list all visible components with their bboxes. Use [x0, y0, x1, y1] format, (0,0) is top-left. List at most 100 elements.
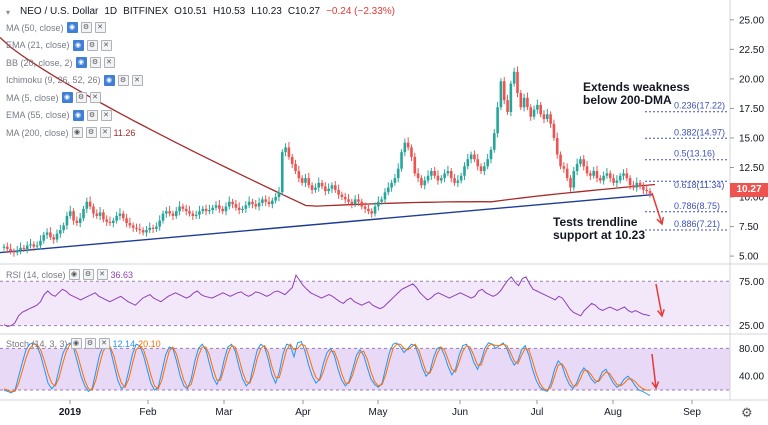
close-icon[interactable]: ✕ [100, 39, 112, 51]
candle-body [82, 208, 85, 219]
close-icon[interactable]: ✕ [100, 109, 112, 121]
settings-icon[interactable]: ⚙ [82, 269, 94, 280]
candle-body [327, 188, 330, 192]
candle-body [569, 178, 572, 188]
candle-body [635, 182, 639, 188]
candle-body [542, 114, 546, 120]
eye-icon[interactable]: ◉ [72, 39, 84, 51]
close-icon[interactable]: ✕ [96, 269, 108, 280]
eye-icon[interactable]: ◉ [103, 74, 115, 86]
candle-body [304, 178, 307, 183]
settings-icon[interactable]: ⚙ [84, 338, 96, 349]
candle-body [307, 178, 311, 186]
candle-body [645, 189, 648, 192]
rsi-tick-label: 75.00 [739, 277, 764, 288]
candle-body [98, 212, 102, 216]
fib-level-label: 0.886(7.21) [674, 219, 720, 229]
collapse-chevron-icon[interactable]: ▾ [6, 7, 11, 17]
settings-icon[interactable]: ⚙ [80, 22, 92, 33]
candle-body [466, 159, 470, 167]
candle-body [579, 159, 582, 164]
symbol-title[interactable]: NEO / U.S. Dollar [20, 6, 99, 17]
trendline[interactable] [0, 193, 653, 254]
symbol-header: ▾ NEO / U.S. Dollar 1D BITFINEX O10.51 H… [6, 6, 395, 17]
x-tick-label: 2019 [59, 407, 82, 418]
candle-body [406, 142, 410, 148]
x-tick-label: Sep [683, 407, 701, 418]
indicator-label: EMA (55, close) [6, 110, 70, 120]
candle-body [68, 211, 72, 216]
eye-icon[interactable]: ◉ [66, 22, 78, 33]
candle-body [241, 208, 244, 211]
close-icon[interactable]: ✕ [131, 74, 143, 86]
indicator-row[interactable]: Ichimoku (9, 26, 52, 26) ◉ ⚙ ✕ [6, 74, 143, 86]
candle-body [165, 211, 168, 214]
candle-body [314, 187, 317, 190]
trendline-line[interactable] [0, 193, 653, 254]
indicator-row[interactable]: EMA (21, close) ◉ ⚙ ✕ [6, 39, 112, 51]
eye-icon[interactable]: ◉ [70, 338, 82, 349]
candle-body [161, 213, 165, 221]
annotation-weakness-line2: below 200-DMA [583, 93, 672, 107]
settings-icon[interactable]: ⚙ [75, 92, 87, 103]
indicator-label: MA (50, close) [6, 22, 64, 33]
stoch-down-arrow [651, 353, 657, 389]
eye-icon[interactable]: ◉ [75, 57, 87, 68]
rsi-down-arrow-head [656, 309, 665, 318]
candle-body [35, 245, 39, 247]
candle-body [430, 171, 433, 176]
close-icon[interactable]: ✕ [103, 57, 115, 68]
candle-body [320, 182, 324, 187]
candle-body [373, 206, 377, 214]
candle-body [463, 166, 466, 176]
candle-body [459, 175, 463, 181]
close-icon[interactable]: ✕ [94, 22, 106, 33]
candle-body [340, 194, 344, 198]
candle-body [208, 210, 211, 212]
fib-level-label: 0.382(14.97) [674, 127, 725, 137]
candle-body [138, 228, 142, 231]
settings-icon[interactable]: ⚙ [86, 39, 98, 51]
current-price-tag: 10.27 [730, 183, 768, 197]
close-icon[interactable]: ✕ [89, 92, 101, 103]
candle-body [251, 201, 254, 205]
close-icon[interactable]: ✕ [98, 338, 110, 349]
eye-icon[interactable]: ◉ [71, 127, 83, 138]
eye-icon[interactable]: ◉ [68, 269, 80, 280]
close-icon[interactable]: ✕ [99, 127, 111, 138]
indicator-row[interactable]: MA (50, close) ◉ ⚙ ✕ [6, 22, 106, 33]
eye-icon[interactable]: ◉ [61, 92, 73, 103]
indicator-row[interactable]: MA (200, close) ◉ ⚙ ✕ 11.26 [6, 127, 135, 138]
indicator-row[interactable]: MA (5, close) ◉ ⚙ ✕ [6, 92, 101, 103]
settings-icon[interactable]: ⚙ [86, 109, 98, 121]
indicator-row[interactable]: BB (20, close, 2) ◉ ⚙ ✕ [6, 57, 115, 68]
settings-icon[interactable]: ⚙ [85, 127, 97, 138]
candle-body [519, 93, 523, 108]
candle-body [502, 81, 506, 101]
candle-body [446, 171, 450, 174]
candle-body [227, 201, 231, 207]
interval-label[interactable]: 1D [104, 6, 118, 17]
candle-body [612, 178, 615, 183]
settings-icon[interactable]: ⚙ [89, 57, 101, 68]
eye-icon[interactable]: ◉ [72, 109, 84, 121]
indicator-row[interactable]: EMA (55, close) ◉ ⚙ ✕ [6, 109, 112, 121]
fib-level-label: 0.5(13.16) [674, 149, 715, 159]
candle-body [108, 221, 112, 224]
y-tick-label: 17.50 [739, 104, 764, 115]
candle-body [555, 137, 559, 155]
settings-icon[interactable]: ⚙ [117, 74, 129, 86]
y-tick-label: 10.00 [739, 193, 764, 204]
gear-icon[interactable]: ⚙ [741, 405, 753, 420]
ma-200-line [0, 37, 656, 207]
candle-body [592, 171, 595, 176]
y-tick-label: 25.00 [739, 15, 764, 26]
candle-body [377, 201, 380, 207]
candle-body [85, 201, 89, 209]
candle-body [473, 154, 476, 160]
stoch-label: Stoch (14, 3, 3) [6, 338, 68, 349]
candle-body [178, 206, 181, 212]
candle-body [118, 213, 122, 216]
stoch-k-line [3, 340, 651, 397]
